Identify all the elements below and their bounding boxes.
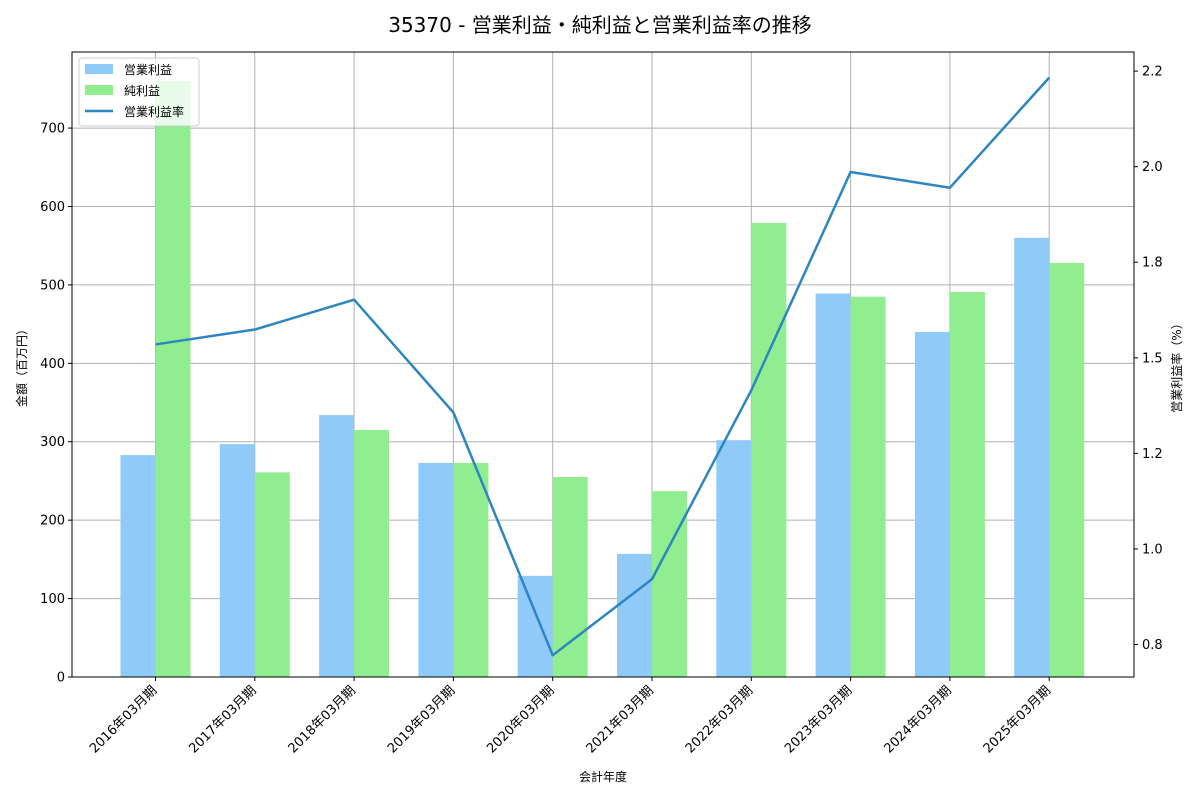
bar-operating-profit (319, 415, 355, 677)
bar-operating-profit (815, 293, 851, 677)
y-tick-label: 100 (40, 592, 65, 607)
bar-operating-profit (517, 575, 553, 677)
bars (120, 81, 1085, 677)
y-tick-label: 600 (40, 200, 65, 215)
y-tick-label: 0 (57, 671, 65, 686)
x-tick-label: 2022年03月期 (683, 683, 756, 756)
y2-tick-label: 1.0 (1142, 542, 1163, 557)
y2-tick-label: 1.2 (1142, 447, 1163, 462)
y2-tick-label: 2.2 (1142, 65, 1163, 80)
bar-net-profit (850, 296, 886, 677)
bar-operating-profit (120, 455, 156, 677)
x-tick-label: 2025年03月期 (981, 683, 1054, 756)
bar-operating-profit (1014, 237, 1050, 677)
y-tick-label: 300 (40, 435, 65, 450)
y2-axis-label: 営業利益率（%） (1169, 317, 1184, 412)
legend-swatch-net-profit (85, 85, 113, 95)
y-tick-label: 400 (40, 357, 65, 372)
bar-net-profit (949, 291, 985, 677)
x-tick-label: 2021年03月期 (584, 683, 657, 756)
bar-net-profit (1049, 262, 1085, 677)
legend: 営業利益 純利益 営業利益率 (78, 57, 200, 127)
chart-title: 35370 - 営業利益・純利益と営業利益率の推移 (388, 13, 812, 37)
y-tick-label: 700 (40, 122, 65, 137)
bar-operating-profit (716, 440, 752, 677)
x-axis-label: 会計年度 (579, 769, 627, 784)
x-tick-label: 2017年03月期 (186, 683, 259, 756)
x-axis-ticks: 2016年03月期 2017年03月期 2018年03月期 2019年03月期 2020… (87, 677, 1054, 757)
right-axis-ticks: 0.8 1.0 1.2 1.5 1.8 2.0 2.2 (1134, 65, 1163, 653)
bar-net-profit (751, 222, 787, 677)
y2-tick-label: 0.8 (1142, 638, 1163, 653)
legend-label-operating-profit: 営業利益 (124, 63, 172, 77)
x-tick-label: 2016年03月期 (87, 683, 160, 756)
y-tick-label: 500 (40, 278, 65, 293)
rate-line (155, 76, 1051, 657)
bar-net-profit (453, 462, 489, 677)
legend-swatch-operating-profit (85, 64, 113, 74)
legend-label-rate: 営業利益率 (124, 104, 184, 119)
plot-frame (71, 51, 1135, 678)
left-axis-ticks: 0 100 200 300 400 500 600 700 (40, 122, 72, 686)
bar-net-profit (652, 491, 687, 677)
bar-operating-profit (914, 331, 950, 677)
bar-net-profit (155, 81, 191, 677)
bar-operating-profit (617, 553, 652, 677)
x-tick-label: 2023年03月期 (782, 683, 855, 756)
bar-net-profit (254, 472, 290, 677)
legend-label-net-profit: 純利益 (124, 84, 160, 98)
y2-tick-label: 1.5 (1142, 351, 1163, 366)
bar-operating-profit (219, 444, 255, 677)
y2-tick-label: 2.0 (1142, 160, 1163, 175)
x-tick-label: 2024年03月期 (881, 683, 954, 756)
x-tick-label: 2019年03月期 (385, 683, 458, 756)
bar-net-profit (552, 477, 588, 677)
x-tick-label: 2018年03月期 (286, 683, 359, 756)
bar-operating-profit (418, 462, 454, 677)
y-tick-label: 200 (40, 514, 65, 529)
bar-net-profit (354, 429, 390, 677)
y2-tick-label: 1.8 (1142, 256, 1163, 271)
x-tick-label: 2020年03月期 (484, 683, 557, 756)
y-axis-label: 金額（百万円） (14, 323, 29, 407)
